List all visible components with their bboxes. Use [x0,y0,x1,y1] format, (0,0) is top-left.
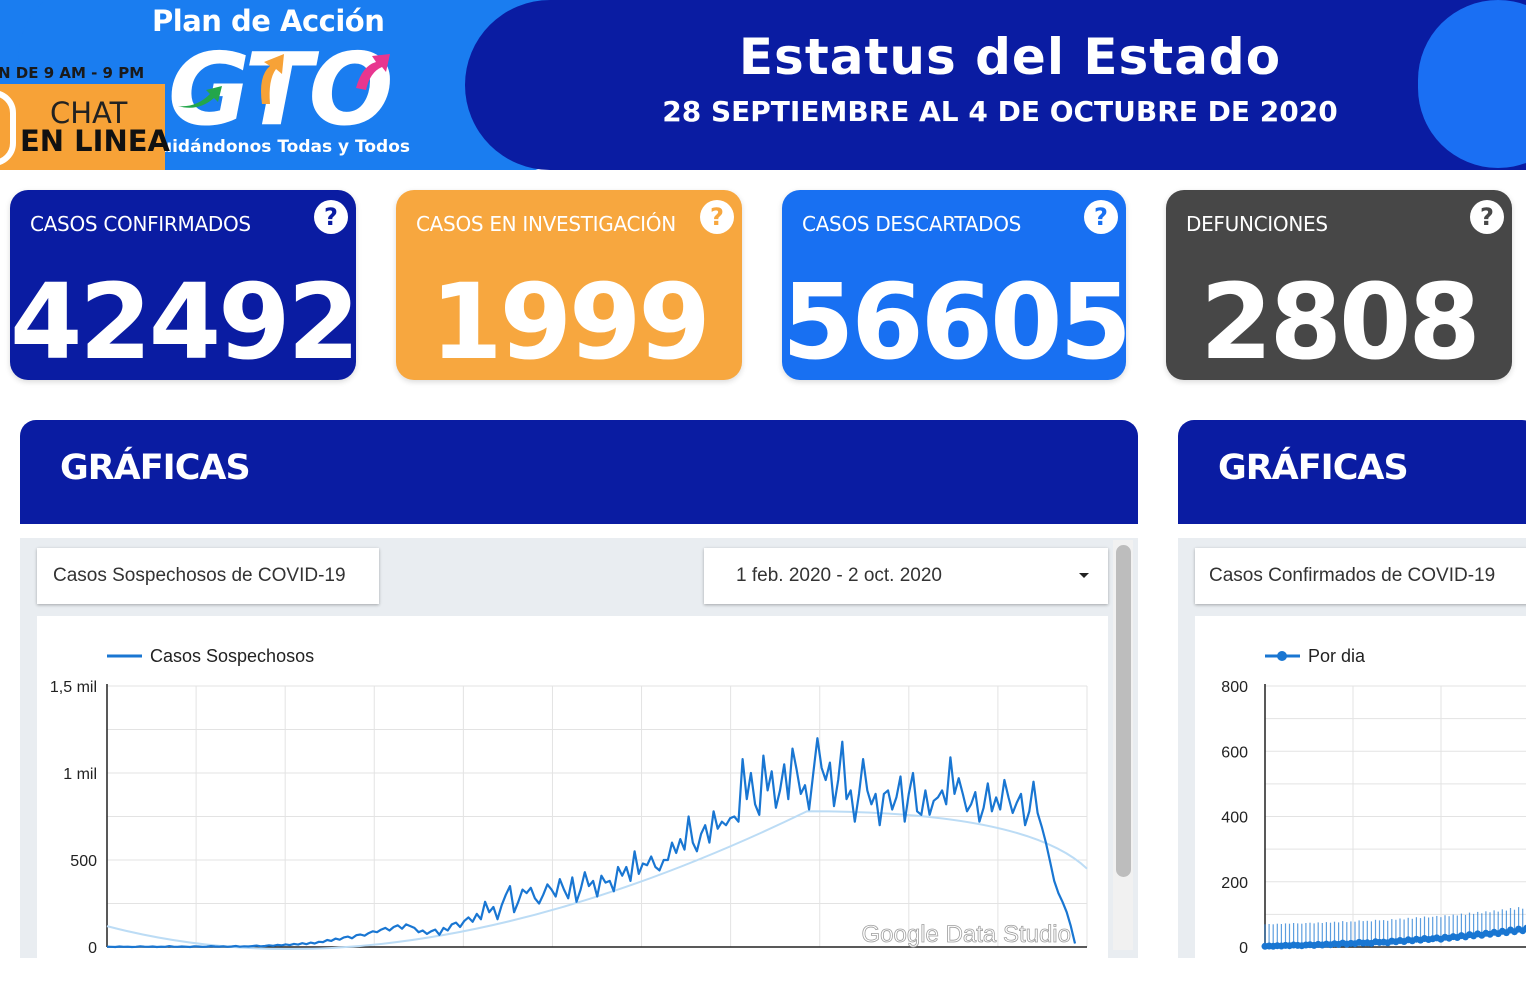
card-label: CASOS CONFIRMADOS [30,212,251,236]
card-value: 56605 [782,261,1126,380]
orange-arrow-icon [261,54,284,104]
confirmed-cases-card: CASOS CONFIRMADOS ? 42492 [10,190,356,380]
y-tick-label: 400 [1221,810,1248,827]
trend-line [106,810,1088,951]
help-icon[interactable]: ? [700,200,734,234]
y-tick-label: 1,5 mil [50,679,97,696]
card-value: 42492 [10,261,356,380]
date-range-picker[interactable]: 1 feb. 2020 - 2 oct. 2020 [704,548,1108,604]
suspected-cases-series-line [106,737,1077,949]
help-icon[interactable]: ? [1470,200,1504,234]
y-tick-label: 1 mil [63,766,97,783]
header-banner: Plan de Acción GTO uidándonos Todas y To… [0,0,1526,170]
card-label: DEFUNCIONES [1186,212,1328,236]
chat-label: CHAT [50,96,128,130]
chart-title: Casos Confirmados de COVID-19 [1209,565,1496,586]
suspected-cases-chart: 0 500 1 mil 1,5 mil Casos Sospechosos Google … [50,646,1088,957]
deaths-card: DEFUNCIONES ? 2808 [1166,190,1512,380]
pink-arrow-icon [356,54,390,90]
chat-hours: N DE 9 AM - 9 PM [0,64,145,82]
chevron-down-icon [1079,573,1089,578]
discarded-cases-card: CASOS DESCARTADOS ? 56605 [782,190,1126,380]
card-label: CASOS DESCARTADOS [802,212,1022,236]
card-value: 2808 [1200,261,1480,380]
y-tick-label: 0 [88,940,97,957]
graphs-section-header-right: GRÁFICAS [1178,420,1526,524]
confirmed-cases-chart: 0 200 400 600 800 Por dia [1221,646,1526,957]
page-title: Estatus del Estado [738,28,1282,86]
graphs-section-header: GRÁFICAS [20,420,1138,524]
section-title: GRÁFICAS [1218,448,1409,488]
chart-title: Casos Sospechosos de COVID-19 [53,565,346,586]
logo-tagline: uidándonos Todas y Todos [160,137,411,157]
section-title: GRÁFICAS [60,448,251,488]
scrollbar-thumb[interactable] [1116,545,1131,877]
suspected-chart-area: 0 500 1 mil 1,5 mil Casos Sospechosos Google … [37,616,1108,958]
confirmed-chart-area: 0 200 400 600 800 Por dia [1195,616,1526,958]
page-subtitle: 28 SEPTIEMBRE AL 4 DE OCTUBRE DE 2020 [662,95,1338,128]
data-point [1523,924,1526,932]
plan-text: Plan de Acción [152,4,385,38]
y-tick-label: 800 [1221,679,1248,696]
y-tick-label: 200 [1221,875,1248,892]
chat-label-online: EN LINEA [20,124,170,158]
chart-title-box: Casos Sospechosos de COVID-19 [37,548,379,604]
data-studio-watermark: Google Data Studio [862,921,1071,948]
help-icon[interactable]: ? [1084,200,1118,234]
date-range-value: 1 feb. 2020 - 2 oct. 2020 [736,565,942,586]
legend-label: Por dia [1308,646,1366,666]
card-value: 1999 [430,261,710,380]
card-label: CASOS EN INVESTIGACIÓN [416,212,676,236]
y-tick-label: 600 [1221,744,1248,761]
legend-label: Casos Sospechosos [150,646,314,666]
title-banner [465,0,1526,170]
green-arrow-icon [178,86,222,108]
chat-button[interactable] [0,84,165,170]
y-tick-label: 500 [70,853,97,870]
legend-marker [1277,651,1287,661]
help-icon[interactable]: ? [314,200,348,234]
y-tick-label: 0 [1239,940,1248,957]
investigation-cases-card: CASOS EN INVESTIGACIÓN ? 1999 [396,190,742,380]
chart-title-box-right: Casos Confirmados de COVID-19 [1195,548,1526,604]
